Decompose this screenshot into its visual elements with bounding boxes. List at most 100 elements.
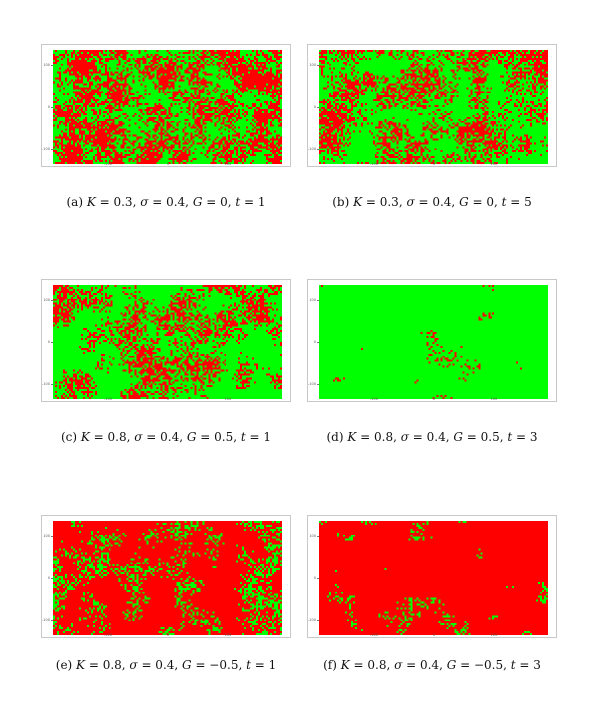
lattice-plot-d: [319, 285, 548, 399]
y-tick-label: -100: [308, 147, 316, 151]
t-symbol: t: [501, 195, 507, 209]
t-symbol: t: [507, 430, 513, 444]
g-value: = 0,: [202, 195, 236, 209]
k-value: = 0.8,: [349, 658, 395, 672]
y-tick-mark: [317, 384, 319, 385]
y-tick-mark: [317, 342, 319, 343]
y-tick-mark: [51, 65, 53, 66]
g-value: = 0.5,: [462, 430, 508, 444]
t-value: = 1: [245, 430, 272, 444]
y-tick-mark: [317, 578, 319, 579]
lattice-plot-b: [319, 50, 548, 164]
caption-label: (e): [55, 658, 77, 672]
y-tick-label: -100: [42, 618, 50, 622]
x-tick-label: 100: [224, 633, 232, 637]
y-tick-label: 0: [313, 105, 316, 109]
t-symbol: t: [510, 658, 516, 672]
y-tick-label: 100: [309, 534, 316, 538]
y-tick-label: 100: [43, 534, 50, 538]
panel-e: 100 0 -100 -100 0 100: [41, 515, 291, 638]
x-tick-label: -100: [104, 633, 112, 637]
caption-label: (a): [66, 195, 87, 209]
k-symbol: K: [347, 430, 357, 444]
g-symbol: G: [459, 195, 469, 209]
y-tick-mark: [317, 300, 319, 301]
y-tick-label: 0: [47, 576, 50, 580]
y-tick-mark: [51, 620, 53, 621]
y-tick-label: 100: [309, 63, 316, 67]
x-tick-label: -100: [104, 162, 112, 166]
y-tick-label: 0: [313, 576, 316, 580]
y-tick-mark: [51, 107, 53, 108]
sigma-value: = 0.4,: [148, 195, 193, 209]
sigma-symbol: σ: [134, 430, 143, 444]
t-symbol: t: [240, 430, 246, 444]
sigma-symbol: σ: [140, 195, 149, 209]
k-symbol: K: [353, 195, 363, 209]
panel-c: 100 0 -100 -100 0 100: [41, 279, 291, 402]
sigma-value: = 0.4,: [142, 430, 187, 444]
y-tick-mark: [51, 342, 53, 343]
lattice-plot-f: [319, 521, 548, 635]
caption-c: (c) K = 0.8, σ = 0.4, G = 0.5, t = 1: [16, 430, 316, 444]
g-value: = −0.5,: [456, 658, 511, 672]
t-value: = 1: [240, 195, 266, 209]
lattice-plot-e: [53, 521, 282, 635]
x-tick-label: 100: [224, 162, 232, 166]
x-tick-label: -100: [104, 397, 112, 401]
panel-f: 100 0 -100 -100 0 100: [307, 515, 557, 638]
caption-e: (e) K = 0.8, σ = 0.4, G = −0.5, t = 1: [16, 658, 316, 672]
x-tick-label: 100: [490, 633, 498, 637]
lattice-plot-c: [53, 285, 282, 399]
caption-label: (f): [323, 658, 341, 672]
g-value: = −0.5,: [191, 658, 247, 672]
k-symbol: K: [76, 658, 86, 672]
caption-b: (b) K = 0.3, σ = 0.4, G = 0, t = 5: [282, 195, 582, 209]
panel-b: 100 0 -100 -100 0 100: [307, 44, 557, 167]
sigma-symbol: σ: [406, 195, 415, 209]
sigma-value: = 0.4,: [137, 658, 183, 672]
caption-label: (d): [326, 430, 348, 444]
y-tick-mark: [317, 65, 319, 66]
k-symbol: K: [80, 430, 90, 444]
t-symbol: t: [235, 195, 241, 209]
y-tick-label: 0: [47, 105, 50, 109]
k-value: = 0.8,: [89, 430, 135, 444]
t-value: = 1: [250, 658, 277, 672]
y-tick-mark: [51, 536, 53, 537]
g-value: = 0,: [468, 195, 502, 209]
sigma-value: = 0.4,: [408, 430, 454, 444]
caption-label: (b): [332, 195, 354, 209]
x-tick-label: 100: [490, 397, 498, 401]
k-value: = 0.8,: [85, 658, 130, 672]
y-tick-mark: [317, 107, 319, 108]
x-tick-label: 0: [432, 397, 436, 401]
caption-label: (c): [60, 430, 81, 444]
lattice-plot-a: [53, 50, 282, 164]
x-tick-label: 100: [224, 397, 232, 401]
panel-a: 100 0 -100 -100 0 100: [41, 44, 291, 167]
x-tick-label: 0: [432, 633, 436, 637]
y-tick-label: 0: [47, 340, 50, 344]
x-tick-label: 0: [166, 162, 170, 166]
t-value: = 5: [506, 195, 532, 209]
y-tick-label: -100: [308, 382, 316, 386]
y-tick-mark: [51, 300, 53, 301]
panel-d: 100 0 -100 -100 0 100: [307, 279, 557, 402]
x-tick-label: -100: [370, 162, 378, 166]
g-symbol: G: [192, 195, 203, 209]
k-symbol: K: [340, 658, 350, 672]
caption-f: (f) K = 0.8, σ = 0.4, G = −0.5, t = 3: [282, 658, 582, 672]
g-value: = 0.5,: [196, 430, 241, 444]
g-symbol: G: [446, 658, 457, 672]
g-symbol: G: [186, 430, 197, 444]
x-tick-label: 0: [166, 633, 170, 637]
x-tick-label: -100: [370, 633, 378, 637]
y-tick-label: -100: [42, 147, 50, 151]
y-tick-mark: [317, 536, 319, 537]
k-value: = 0.8,: [356, 430, 401, 444]
y-tick-label: 100: [43, 298, 50, 302]
caption-d: (d) K = 0.8, σ = 0.4, G = 0.5, t = 3: [282, 430, 582, 444]
k-value: = 0.3,: [362, 195, 407, 209]
caption-a: (a) K = 0.3, σ = 0.4, G = 0, t = 1: [16, 195, 316, 209]
